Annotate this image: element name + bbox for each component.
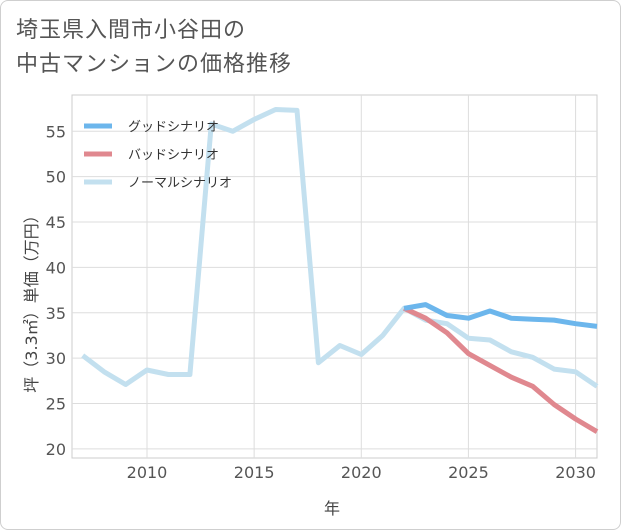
y-tick-label: 30 (46, 349, 66, 368)
x-axis-title: 年 (324, 499, 340, 518)
series-lines (81, 107, 599, 434)
series-line-2 (403, 306, 599, 434)
series-line-1 (403, 302, 598, 329)
legend-label: バッドシナリオ (128, 148, 219, 163)
title-line-2: 中古マンションの価格推移 (16, 52, 293, 77)
legend-label: ノーマルシナリオ (128, 176, 232, 191)
y-tick-label: 35 (46, 304, 66, 323)
series-line-3 (81, 107, 599, 389)
y-axis-title: 坪（3.3㎡）単価（万円） (22, 207, 41, 392)
y-tick-label: 55 (46, 122, 66, 141)
y-tick-label: 40 (46, 258, 66, 277)
x-axis-ticks: 2010 2015 2020 2025 2030 (127, 463, 596, 482)
grid-lines (72, 95, 597, 458)
y-tick-label: 25 (46, 395, 66, 414)
x-tick-label: 2030 (555, 463, 596, 482)
legend-label: グッドシナリオ (128, 120, 219, 135)
y-axis-ticks: 20 25 30 35 40 45 50 55 (46, 122, 66, 459)
y-tick-label: 50 (46, 168, 66, 187)
chart-title: 埼玉県入間市小谷田の 中古マンションの価格推移 (16, 14, 292, 82)
x-tick-label: 2025 (448, 463, 489, 482)
y-tick-label: 45 (46, 213, 66, 232)
x-tick-label: 2020 (341, 463, 382, 482)
y-tick-label: 20 (46, 440, 66, 459)
x-tick-label: 2015 (234, 463, 275, 482)
plot-area (71, 94, 598, 459)
title-line-1: 埼玉県入間市小谷田の (16, 18, 247, 43)
x-tick-label: 2010 (127, 463, 168, 482)
